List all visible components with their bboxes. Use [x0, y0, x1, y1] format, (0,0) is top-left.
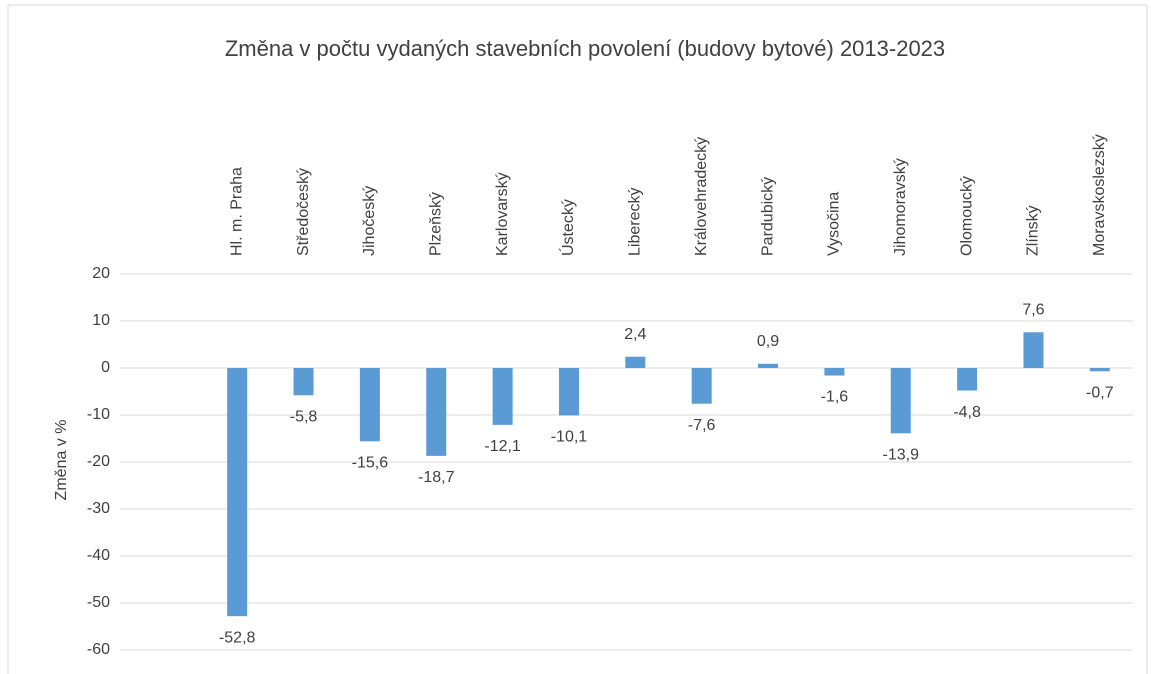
data-label: 0,9: [757, 333, 779, 350]
x-tick-label: Královehradecký: [693, 137, 710, 256]
data-label: -15,6: [352, 455, 389, 472]
data-label: -12,1: [484, 438, 521, 455]
y-tick-label: -20: [87, 453, 110, 470]
chart-title: Změna v počtu vydaných stavebních povole…: [225, 36, 945, 61]
bar: [1023, 332, 1044, 368]
data-label: -1,6: [821, 389, 849, 406]
bar: [758, 363, 779, 368]
x-tick-label: Liberecký: [627, 188, 644, 256]
bar: [1089, 368, 1110, 372]
x-tick-label: Olomoucký: [958, 176, 975, 256]
data-label: -13,9: [883, 447, 920, 464]
bar: [492, 368, 513, 425]
data-label: 2,4: [624, 326, 646, 343]
data-label: -7,6: [688, 417, 716, 434]
x-tick-label: Karlovarský: [494, 172, 511, 256]
x-tick-label: Moravskoslezský: [1091, 134, 1108, 256]
x-tick-label: Zlínský: [1025, 205, 1042, 256]
bar: [293, 368, 314, 396]
data-label: -10,1: [551, 429, 588, 446]
y-tick-label: -10: [87, 406, 110, 423]
x-tick-label: Pardubický: [759, 177, 776, 256]
bar: [691, 368, 712, 404]
bar: [426, 368, 447, 456]
y-tick-label: 0: [101, 359, 110, 376]
x-tick-label: Jihočeský: [361, 186, 378, 256]
data-label: -0,7: [1086, 385, 1114, 402]
y-axis-title: Změna v %: [53, 420, 70, 501]
data-label: -18,7: [418, 469, 455, 486]
bar: [227, 368, 248, 617]
y-tick-label: 10: [92, 312, 110, 329]
x-tick-label: Vysočina: [826, 192, 843, 256]
x-tick-label: Středočeský: [295, 168, 312, 256]
bar: [824, 368, 845, 376]
bar: [625, 356, 646, 368]
bar: [890, 368, 911, 434]
y-tick-label: 20: [92, 265, 110, 282]
y-tick-label: -30: [87, 500, 110, 517]
x-tick-label: Hl. m. Praha: [228, 167, 245, 256]
x-tick-label: Jihomoravský: [892, 158, 909, 256]
x-tick-label: Ústecký: [558, 199, 577, 256]
data-label: -4,8: [953, 404, 981, 421]
y-tick-label: -60: [87, 641, 110, 658]
bar: [957, 368, 978, 391]
bar: [359, 368, 380, 442]
data-label: -5,8: [290, 408, 318, 425]
chart-frame: [7, 4, 1148, 674]
x-tick-label: Plzeňský: [427, 192, 444, 256]
y-tick-label: -50: [87, 594, 110, 611]
y-tick-label: -40: [87, 547, 110, 564]
data-label: -52,8: [219, 629, 256, 646]
data-label: 7,6: [1022, 301, 1044, 318]
bar: [558, 368, 579, 416]
